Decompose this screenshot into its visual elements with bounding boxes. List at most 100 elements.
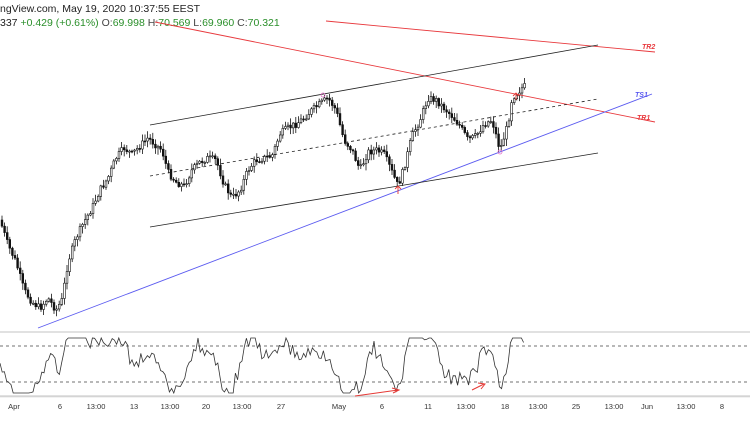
- candle-body: [303, 119, 305, 120]
- rsi-panel: [0, 332, 750, 396]
- candle-body: [214, 156, 216, 159]
- trendline-label: TR1: [637, 115, 650, 122]
- candle-body: [417, 127, 419, 130]
- candle-body: [139, 148, 141, 149]
- trendline-ts1: [38, 94, 652, 328]
- candle-body: [142, 141, 144, 149]
- candle-body: [74, 240, 76, 246]
- candle-body: [82, 224, 84, 226]
- candle-body: [480, 132, 482, 134]
- candle-body: [162, 149, 164, 156]
- candle-body: [438, 98, 440, 106]
- x-tick-label: 13:00: [161, 402, 180, 411]
- candle-body: [95, 201, 97, 203]
- candle-body: [6, 233, 8, 240]
- candle-body: [136, 148, 138, 150]
- x-tick-label: 8: [720, 402, 724, 411]
- candle-body: [212, 156, 214, 157]
- candle-body: [339, 114, 341, 125]
- candle-body: [79, 227, 81, 237]
- candle-body: [253, 160, 255, 167]
- candle-body: [487, 122, 489, 126]
- candle-body: [22, 274, 24, 284]
- candle-body: [157, 146, 159, 148]
- candle-body: [331, 100, 333, 105]
- channel-upper: [150, 45, 598, 125]
- candle-body: [428, 101, 430, 105]
- candle-body: [498, 134, 500, 147]
- candle-body: [435, 98, 437, 101]
- candle-body: [246, 171, 248, 179]
- candle-body: [116, 158, 118, 161]
- candle-body: [9, 240, 11, 249]
- candle-body: [1, 220, 3, 226]
- candle-body: [131, 151, 133, 152]
- candle-body: [243, 179, 245, 190]
- candle-body: [420, 120, 422, 128]
- candle-body: [412, 132, 414, 141]
- candle-body: [97, 196, 99, 201]
- candle-body: [51, 299, 53, 303]
- candle-body: [295, 123, 297, 127]
- candle-body: [451, 114, 453, 118]
- candle-body: [355, 151, 357, 161]
- candle-body: [477, 133, 479, 134]
- candle-body: [220, 165, 222, 176]
- candle-body: [360, 165, 362, 166]
- candle-body: [503, 139, 505, 145]
- candle-body: [500, 145, 502, 146]
- candle-body: [391, 164, 393, 170]
- candle-body: [272, 155, 274, 158]
- candle-body: [64, 283, 66, 298]
- candle-body: [383, 150, 385, 152]
- candle-body: [261, 161, 263, 162]
- candle-body: [472, 135, 474, 137]
- candle-body: [433, 96, 435, 101]
- candle-body: [365, 160, 367, 164]
- candle-body: [334, 106, 336, 108]
- candle-body: [386, 152, 388, 157]
- x-tick-label: 6: [380, 402, 384, 411]
- candle-body: [149, 138, 151, 139]
- candle-body: [256, 160, 258, 162]
- candle-body: [274, 146, 276, 154]
- candle-body: [352, 150, 354, 151]
- candle-body: [209, 156, 211, 157]
- candle-body: [506, 126, 508, 139]
- candle-body: [71, 246, 73, 259]
- candle-body: [19, 268, 21, 274]
- candle-body: [485, 126, 487, 127]
- candle-body: [404, 167, 406, 169]
- candle-body: [118, 152, 120, 159]
- candle-body: [27, 290, 29, 297]
- candle-body: [370, 150, 372, 154]
- x-tick-label: 20: [202, 402, 210, 411]
- x-tick-label: 13:00: [529, 402, 548, 411]
- candle-body: [266, 156, 268, 157]
- candle-body: [441, 104, 443, 106]
- candle-body: [277, 141, 279, 146]
- candle-body: [58, 304, 60, 309]
- candle-body: [168, 164, 170, 170]
- x-tick-label: May: [332, 402, 346, 411]
- candle-body: [300, 119, 302, 123]
- candle-body: [45, 301, 47, 304]
- candle-body: [235, 194, 237, 196]
- candle-body: [443, 104, 445, 110]
- x-tick-label: 27: [277, 402, 285, 411]
- candle-body: [204, 162, 206, 163]
- candle-body: [508, 121, 510, 126]
- candle-body: [183, 184, 185, 185]
- touch-marker: [321, 93, 325, 97]
- candle-body: [110, 168, 112, 176]
- candle-body: [292, 123, 294, 128]
- candle-body: [199, 161, 201, 163]
- x-tick-label: 6: [58, 402, 62, 411]
- candle-body: [160, 146, 162, 149]
- candle-body: [56, 309, 58, 310]
- candle-body: [194, 165, 196, 170]
- candle-body: [456, 120, 458, 124]
- candle-body: [422, 109, 424, 120]
